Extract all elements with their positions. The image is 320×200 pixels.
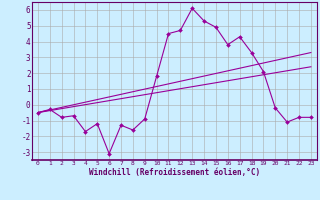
X-axis label: Windchill (Refroidissement éolien,°C): Windchill (Refroidissement éolien,°C) <box>89 168 260 177</box>
